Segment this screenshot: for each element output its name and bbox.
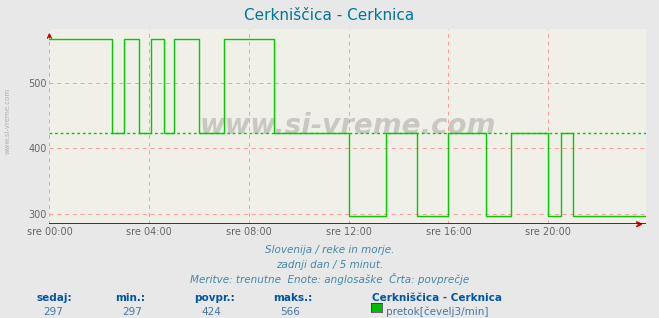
Text: 424: 424	[201, 307, 221, 317]
Text: Cerkniščica - Cerknica: Cerkniščica - Cerknica	[244, 8, 415, 23]
Text: www.si-vreme.com: www.si-vreme.com	[200, 112, 496, 141]
Text: www.si-vreme.com: www.si-vreme.com	[5, 88, 11, 154]
Text: Meritve: trenutne  Enote: anglosaške  Črta: povprečje: Meritve: trenutne Enote: anglosaške Črta…	[190, 273, 469, 285]
Text: pretok[čevelj3/min]: pretok[čevelj3/min]	[386, 306, 488, 317]
Text: 297: 297	[122, 307, 142, 317]
Text: Slovenija / reke in morje.: Slovenija / reke in morje.	[265, 245, 394, 255]
Text: min.:: min.:	[115, 293, 146, 302]
Text: sedaj:: sedaj:	[36, 293, 72, 302]
Text: 566: 566	[280, 307, 300, 317]
Text: 297: 297	[43, 307, 63, 317]
Text: Cerkniščica - Cerknica: Cerkniščica - Cerknica	[372, 293, 502, 302]
Text: povpr.:: povpr.:	[194, 293, 235, 302]
Text: zadnji dan / 5 minut.: zadnji dan / 5 minut.	[276, 260, 383, 270]
Text: maks.:: maks.:	[273, 293, 313, 302]
